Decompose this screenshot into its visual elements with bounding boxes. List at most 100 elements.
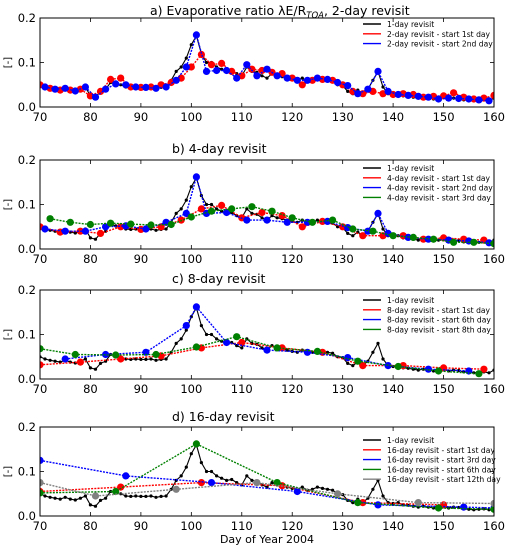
data-point bbox=[253, 72, 261, 80]
data-point bbox=[374, 209, 382, 217]
data-point bbox=[313, 347, 321, 355]
data-point bbox=[263, 216, 271, 224]
data-point bbox=[475, 370, 483, 378]
chart-panel-0: a) Evaporative ratio λE/RTOA, 2-day revi… bbox=[3, 3, 505, 124]
data-point bbox=[46, 215, 54, 223]
data-point bbox=[112, 80, 120, 88]
data-point bbox=[250, 211, 254, 215]
data-point bbox=[189, 185, 193, 189]
data-point bbox=[147, 221, 155, 229]
data-point bbox=[351, 234, 355, 238]
data-point bbox=[308, 218, 316, 226]
series-3 bbox=[46, 203, 494, 248]
x-tick-label: 130 bbox=[332, 519, 354, 533]
legend-label: 16-day revisit - start 12th day bbox=[387, 475, 501, 484]
data-point bbox=[40, 361, 44, 369]
data-point bbox=[83, 494, 87, 498]
data-point bbox=[298, 223, 306, 231]
data-point bbox=[487, 371, 491, 375]
data-point bbox=[204, 332, 209, 337]
x-tick-label: 70 bbox=[33, 382, 48, 396]
data-point bbox=[41, 83, 49, 91]
data-point bbox=[204, 202, 209, 207]
data-point bbox=[344, 354, 352, 362]
data-point bbox=[182, 209, 190, 217]
data-point bbox=[81, 83, 89, 91]
data-point bbox=[88, 503, 92, 507]
chart-panel-1: b) 4-day revisit 70 80 90 100 110 120 130 140 150… bbox=[3, 141, 505, 266]
y-axis-label: [-] bbox=[3, 199, 14, 211]
chart-title: c) 8-day revisit bbox=[172, 271, 266, 286]
x-tick-label: 80 bbox=[83, 252, 98, 266]
x-tick-label: 120 bbox=[281, 519, 303, 533]
data-point bbox=[364, 85, 372, 93]
data-point bbox=[318, 217, 327, 225]
y-tick-label: 0.0 bbox=[18, 372, 36, 386]
data-point bbox=[91, 492, 100, 500]
data-point bbox=[98, 361, 103, 365]
data-point bbox=[313, 74, 321, 82]
data-point bbox=[220, 476, 224, 480]
data-point bbox=[204, 60, 209, 65]
data-point bbox=[58, 497, 62, 501]
data-point bbox=[124, 494, 128, 498]
data-point bbox=[184, 328, 188, 332]
data-point bbox=[159, 494, 163, 498]
data-point bbox=[78, 496, 82, 500]
data-point bbox=[40, 489, 44, 497]
data-point bbox=[187, 213, 195, 221]
data-point bbox=[273, 479, 281, 487]
data-point bbox=[182, 63, 190, 71]
data-point bbox=[265, 76, 269, 80]
data-point bbox=[184, 56, 188, 60]
x-tick-label: 90 bbox=[134, 382, 149, 396]
data-point bbox=[53, 359, 57, 363]
data-point bbox=[253, 479, 261, 487]
data-point bbox=[225, 478, 229, 482]
data-point bbox=[414, 499, 422, 507]
series-line bbox=[40, 204, 484, 241]
data-point bbox=[288, 214, 296, 222]
chart-title-subscript: TOA bbox=[306, 11, 324, 21]
legend-label: 4-day revisit - start 2nd day bbox=[387, 184, 493, 193]
data-point bbox=[98, 498, 103, 502]
data-point bbox=[381, 494, 385, 498]
chart-title-text: c) 8-day revisit bbox=[172, 271, 266, 286]
chart-title-text: a) Evaporative ratio λE/R bbox=[150, 3, 307, 18]
data-point bbox=[346, 231, 350, 235]
data-point bbox=[53, 496, 57, 500]
data-point bbox=[384, 87, 392, 95]
chart-panel-2: c) 8-day revisit 70 80 90 100 110 120 130 140 150… bbox=[3, 271, 505, 396]
data-point bbox=[315, 218, 319, 222]
data-point bbox=[346, 89, 350, 93]
data-point bbox=[122, 472, 130, 480]
series-2 bbox=[61, 303, 473, 375]
data-point bbox=[202, 67, 211, 75]
data-point bbox=[207, 479, 216, 487]
chart-title: a) Evaporative ratio λE/RTOA, 2-day revi… bbox=[150, 3, 410, 21]
data-point bbox=[129, 494, 133, 498]
data-point bbox=[61, 355, 69, 363]
data-point bbox=[149, 494, 153, 498]
data-point bbox=[331, 488, 335, 492]
x-tick-label: 110 bbox=[231, 252, 253, 266]
data-point bbox=[245, 207, 249, 211]
data-point bbox=[223, 338, 231, 347]
data-point bbox=[184, 198, 188, 202]
data-point bbox=[174, 69, 178, 73]
data-point bbox=[434, 504, 443, 512]
data-point bbox=[142, 225, 150, 233]
data-point bbox=[144, 357, 148, 361]
data-point bbox=[127, 220, 135, 228]
data-point bbox=[172, 485, 180, 493]
legend-label: 16-day revisit - start 3rd day bbox=[387, 456, 496, 465]
data-point bbox=[88, 366, 92, 370]
data-point bbox=[93, 504, 98, 508]
data-point bbox=[162, 83, 170, 91]
data-point bbox=[414, 92, 422, 100]
data-point bbox=[334, 490, 342, 498]
data-point bbox=[329, 216, 337, 224]
data-point bbox=[429, 235, 438, 243]
